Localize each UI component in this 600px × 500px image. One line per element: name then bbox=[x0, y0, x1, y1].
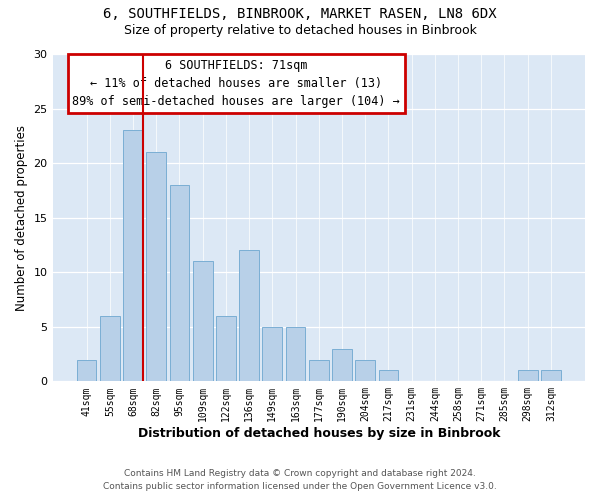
Text: 6 SOUTHFIELDS: 71sqm
← 11% of detached houses are smaller (13)
89% of semi-detac: 6 SOUTHFIELDS: 71sqm ← 11% of detached h… bbox=[73, 59, 400, 108]
Bar bbox=[146, 152, 166, 382]
X-axis label: Distribution of detached houses by size in Binbrook: Distribution of detached houses by size … bbox=[137, 427, 500, 440]
Text: Contains HM Land Registry data © Crown copyright and database right 2024.: Contains HM Land Registry data © Crown c… bbox=[124, 468, 476, 477]
Bar bbox=[170, 185, 190, 382]
Bar bbox=[216, 316, 236, 382]
Y-axis label: Number of detached properties: Number of detached properties bbox=[15, 124, 28, 310]
Bar bbox=[123, 130, 143, 382]
Bar bbox=[355, 360, 375, 382]
Bar bbox=[239, 250, 259, 382]
Text: Size of property relative to detached houses in Binbrook: Size of property relative to detached ho… bbox=[124, 24, 476, 37]
Bar bbox=[541, 370, 561, 382]
Bar bbox=[518, 370, 538, 382]
Text: 6, SOUTHFIELDS, BINBROOK, MARKET RASEN, LN8 6DX: 6, SOUTHFIELDS, BINBROOK, MARKET RASEN, … bbox=[103, 8, 497, 22]
Bar bbox=[262, 327, 282, 382]
Bar bbox=[193, 262, 212, 382]
Bar bbox=[77, 360, 97, 382]
Text: Contains public sector information licensed under the Open Government Licence v3: Contains public sector information licen… bbox=[103, 482, 497, 491]
Bar bbox=[332, 348, 352, 382]
Bar bbox=[309, 360, 329, 382]
Bar bbox=[100, 316, 119, 382]
Bar bbox=[286, 327, 305, 382]
Bar bbox=[379, 370, 398, 382]
